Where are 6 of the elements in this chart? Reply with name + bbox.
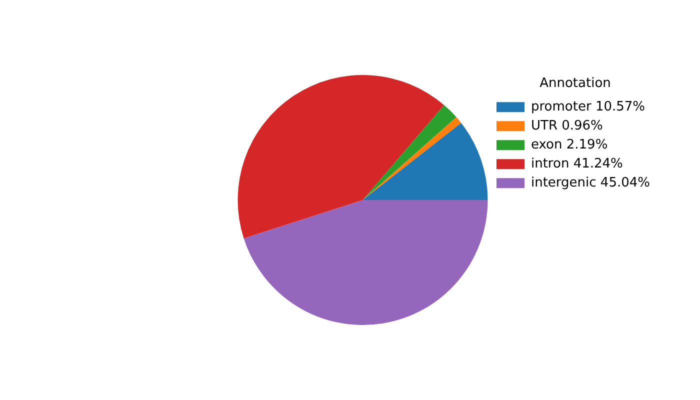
legend-title: Annotation	[540, 76, 611, 91]
legend-label: intron 41.24%	[530, 156, 623, 172]
legend-label: promoter 10.57%	[530, 99, 646, 114]
legend-label: exon 2.19%	[530, 137, 608, 152]
legend-label: UTR 0.96%	[530, 118, 603, 134]
legend-label: intergenic 45.04%	[530, 175, 650, 190]
